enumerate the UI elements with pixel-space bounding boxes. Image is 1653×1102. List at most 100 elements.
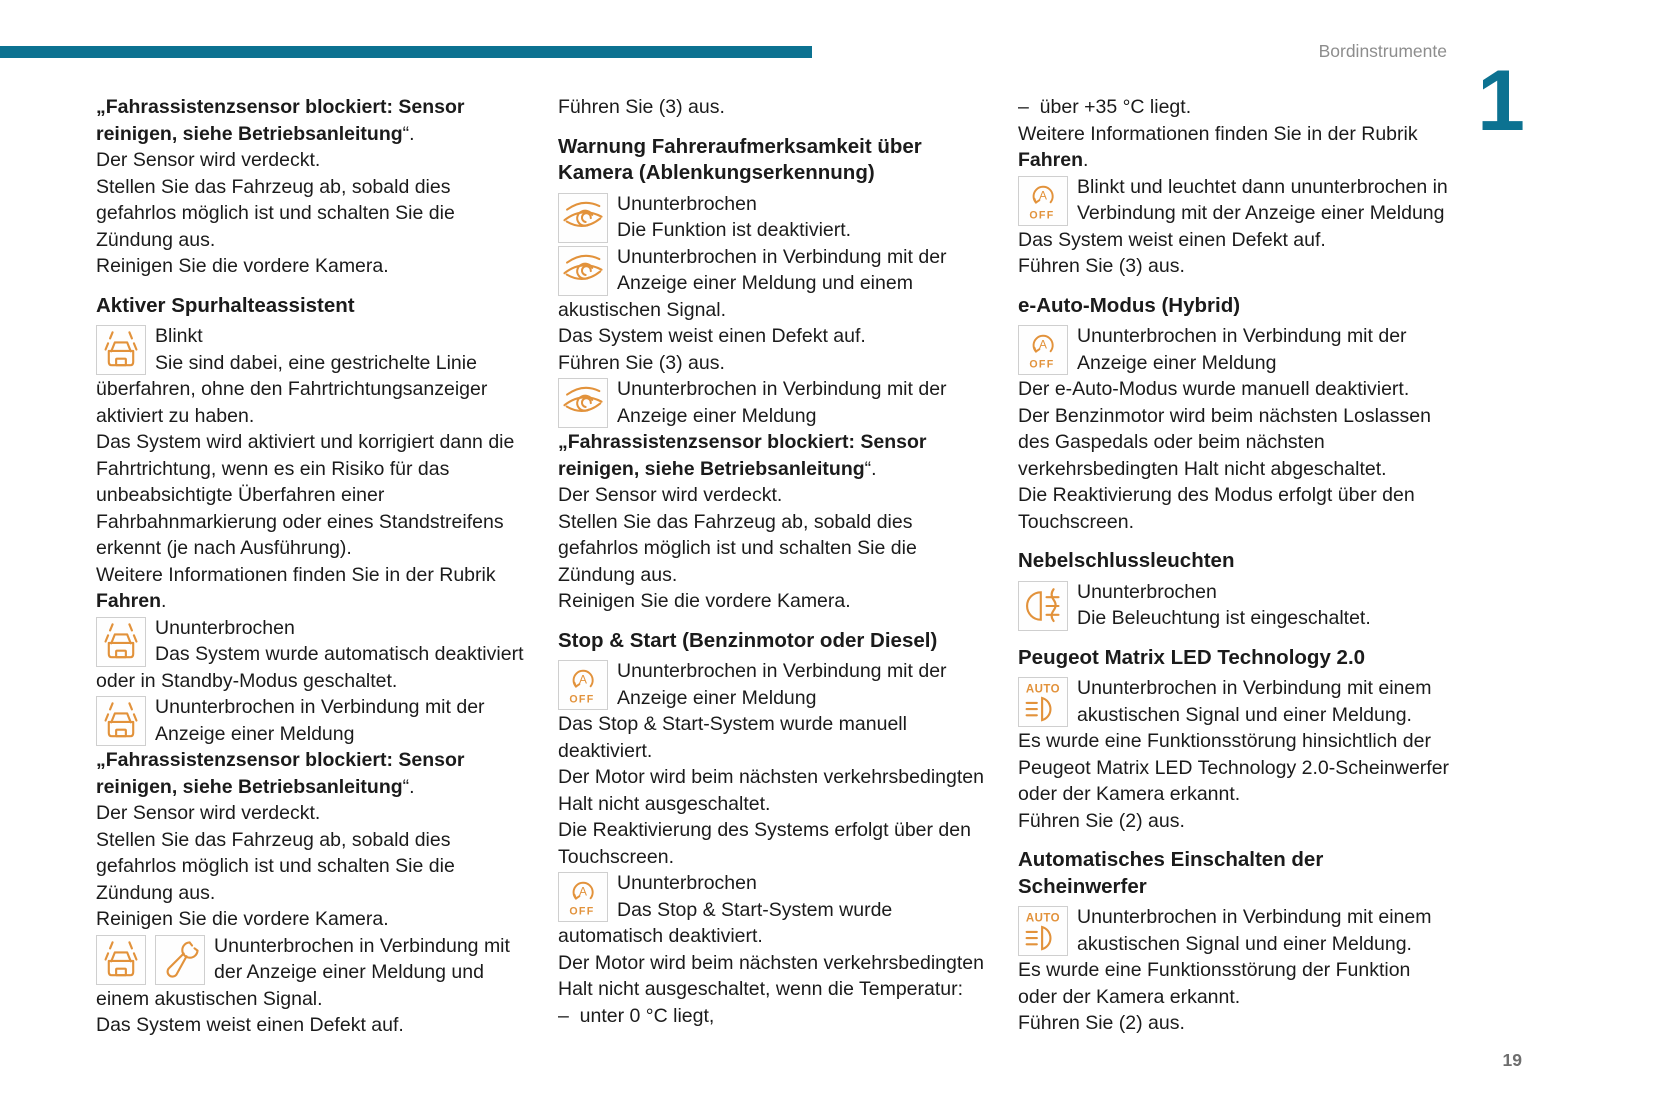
indicator-description: Weitere Informationen finden Sie in der … xyxy=(96,562,531,615)
text-run: Die Funktion ist deaktiviert. xyxy=(617,219,852,241)
text-run: Die Reaktivierung des Modus erfolgt über… xyxy=(1018,484,1415,533)
text-run: Das Stop & Start-System wurde automatisc… xyxy=(558,898,893,948)
lane-assist-icon xyxy=(96,934,146,985)
svg-text:OFF: OFF xyxy=(1029,209,1054,221)
text-run: Der Benzinmotor wird beim nächsten Losla… xyxy=(1018,404,1431,480)
bold-text-run: „Fahrassistenzsensor blockiert: Sensor r… xyxy=(558,431,927,480)
indicator-entry: AUTO Ununterbrochen in Verbindung mit ein… xyxy=(1018,904,1453,1037)
text-run: – über +35 °C liegt. xyxy=(1018,96,1192,118)
text-run: Das System wurde automatisch deaktiviert… xyxy=(96,643,524,692)
indicator-description: Die Reaktivierung des Systems erfolgt üb… xyxy=(558,817,993,870)
header-section-label: Bordinstrumente xyxy=(1318,41,1447,61)
text-run: Die Reaktivierung des Systems erfolgt üb… xyxy=(558,819,971,868)
indicator-description: Stellen Sie das Fahrzeug ab, sobald dies… xyxy=(558,509,993,589)
stop-start-off-icon: A OFF xyxy=(558,660,608,710)
bold-text-run: „Fahrassistenzsensor blockiert: Sensor r… xyxy=(96,96,465,145)
indicator-description: Der Motor wird beim nächsten verkehrsbed… xyxy=(558,950,993,1003)
text-run: – unter 0 °C liegt, xyxy=(558,1004,715,1027)
indicator-description: Die Beleuchtung ist eingeschaltet. xyxy=(1018,605,1453,632)
indicator-status-text: Ununterbrochen xyxy=(617,872,757,894)
paragraph: Weitere Informationen finden Sie in der … xyxy=(1018,121,1453,174)
indicator-status-text: Ununterbrochen in Verbindung mit einem a… xyxy=(1077,906,1432,955)
text-run: Der Sensor wird verdeckt. xyxy=(558,484,783,506)
text-run: Reinigen Sie die vordere Kamera. xyxy=(96,908,389,930)
indicator-entry: Ununterbrochen Das System wurde automatis… xyxy=(96,615,531,695)
text-run: Es wurde eine Funktionsstörung hinsichtl… xyxy=(1018,730,1450,805)
text-column-3: – über +35 °C liegt. Weitere Informatione… xyxy=(1018,94,1453,1037)
svg-text:OFF: OFF xyxy=(1029,359,1054,371)
text-run: Stellen Sie das Fahrzeug ab, sobald dies… xyxy=(96,828,455,904)
text-run: Der Sensor wird verdeckt. xyxy=(96,802,321,824)
svg-text:A: A xyxy=(579,884,587,898)
header-accent-bar xyxy=(0,46,812,58)
indicator-description: Der Motor wird beim nächsten verkehrsbed… xyxy=(558,764,993,817)
section-heading: e-Auto-Modus (Hybrid) xyxy=(1018,293,1241,317)
indicator-description: Das System wird aktiviert und korrigiert… xyxy=(96,429,531,562)
indicator-entry: Ununterbrochen in Verbindung mit der Anz… xyxy=(558,376,993,615)
text-run: Das Stop & Start-System wurde manuell de… xyxy=(558,713,907,762)
indicator-description: Das System weist einen Defekt auf. xyxy=(558,323,993,350)
stop-start-off-icon: A OFF xyxy=(1018,175,1068,226)
driver-attention-eye-icon xyxy=(558,378,608,428)
indicator-status-text: Ununterbrochen in Verbindung mit der Anz… xyxy=(96,934,510,1010)
section-heading: Warnung Fahreraufmerksamkeit über Kamera… xyxy=(558,134,922,185)
indicator-status-text: Ununterbrochen xyxy=(1077,580,1217,603)
text-run: Das System weist einen Defekt auf. xyxy=(558,325,866,347)
indicator-entry: A OFF Blinkt und leuchtet dann ununterbroc… xyxy=(1018,174,1453,280)
svg-text:A: A xyxy=(1039,337,1047,351)
indicator-description: – unter 0 °C liegt, xyxy=(558,1003,993,1030)
text-run: “. xyxy=(864,457,877,480)
lane-assist-icon xyxy=(96,616,146,667)
text-run: Es wurde eine Funktionsstörung der Funkt… xyxy=(1018,959,1411,1008)
indicator-description: „Fahrassistenzsensor blockiert: Sensor r… xyxy=(558,429,993,482)
indicator-entry: Ununterbrochen in Verbindung mit der Anz… xyxy=(558,244,993,377)
text-run: Die Beleuchtung ist eingeschaltet. xyxy=(1077,607,1371,629)
indicator-description: Sie sind dabei, eine gestrichelte Linie … xyxy=(96,350,531,430)
indicator-description: Es wurde eine Funktionsstörung der Funkt… xyxy=(1018,957,1453,1010)
paragraph: Reinigen Sie die vordere Kamera. xyxy=(96,253,531,280)
indicator-status-text: Ununterbrochen in Verbindung mit der Anz… xyxy=(617,378,947,427)
indicator-description: Die Funktion ist deaktiviert. xyxy=(558,217,993,244)
indicator-status-text: Blinkt und leuchtet dann ununterbrochen … xyxy=(1077,175,1448,225)
wrench-icon xyxy=(155,934,205,985)
indicator-description: Die Reaktivierung des Modus erfolgt über… xyxy=(1018,482,1453,535)
text-run: Führen Sie (3) aus. xyxy=(558,96,725,118)
svg-text:A: A xyxy=(579,672,587,686)
text-run: Weitere Informationen finden Sie in der … xyxy=(1018,122,1418,145)
indicator-entry: Ununterbrochen in Verbindung mit der Anz… xyxy=(96,933,531,1039)
driver-attention-eye-icon xyxy=(558,245,608,296)
lane-assist-icon xyxy=(96,325,146,375)
rear-fog-light-icon xyxy=(1018,580,1068,631)
driver-attention-eye-icon xyxy=(558,192,608,243)
svg-text:AUTO: AUTO xyxy=(1026,684,1060,696)
bold-text-run: Fahren xyxy=(1018,149,1084,171)
indicator-description: Führen Sie (3) aus. xyxy=(1018,253,1453,280)
indicator-entry: AUTO Ununterbrochen in Verbindung mit ein… xyxy=(1018,675,1453,834)
stop-start-off-icon: A OFF xyxy=(558,872,608,922)
text-run: Das System weist einen Defekt auf. xyxy=(1018,228,1326,251)
stop-start-off-icon: A OFF xyxy=(1018,325,1068,375)
paragraph: Stellen Sie das Fahrzeug ab, sobald dies… xyxy=(96,174,531,254)
text-run: Der e-Auto-Modus wurde manuell deaktivie… xyxy=(1018,378,1410,400)
auto-headlight-icon: AUTO xyxy=(1018,906,1068,956)
bold-text-run: Fahren xyxy=(96,590,162,612)
paragraph: „Fahrassistenzsensor blockiert: Sensor r… xyxy=(96,94,531,147)
text-run: Reinigen Sie die vordere Kamera. xyxy=(96,255,389,277)
indicator-entry: A OFF Ununterbrochen Das Stop & Start-Syste… xyxy=(558,870,993,1029)
text-run: Stellen Sie das Fahrzeug ab, sobald dies… xyxy=(96,175,455,251)
text-run: “. xyxy=(402,122,415,145)
indicator-description: Führen Sie (3) aus. xyxy=(558,350,993,377)
text-run: “. xyxy=(402,775,415,798)
indicator-description: Führen Sie (2) aus. xyxy=(1018,808,1453,835)
chapter-number: 1 xyxy=(1477,53,1525,149)
text-run: Der Sensor wird verdeckt. xyxy=(96,149,321,171)
indicator-status-text: Blinkt xyxy=(155,325,203,347)
text-run: Das System weist einen Defekt auf. xyxy=(96,1014,404,1036)
indicator-entry: A OFF Ununterbrochen in Verbindung mit der… xyxy=(1018,323,1453,535)
indicator-status-text: Ununterbrochen xyxy=(617,192,757,215)
text-run: Sie sind dabei, eine gestrichelte Linie … xyxy=(96,351,488,427)
indicator-description: Das Stop & Start-System wurde manuell de… xyxy=(558,711,993,764)
indicator-status-text: Ununterbrochen xyxy=(155,616,295,639)
indicator-entry: Ununterbrochen Die Funktion ist deaktivie… xyxy=(558,191,993,244)
svg-text:AUTO: AUTO xyxy=(1026,913,1060,925)
